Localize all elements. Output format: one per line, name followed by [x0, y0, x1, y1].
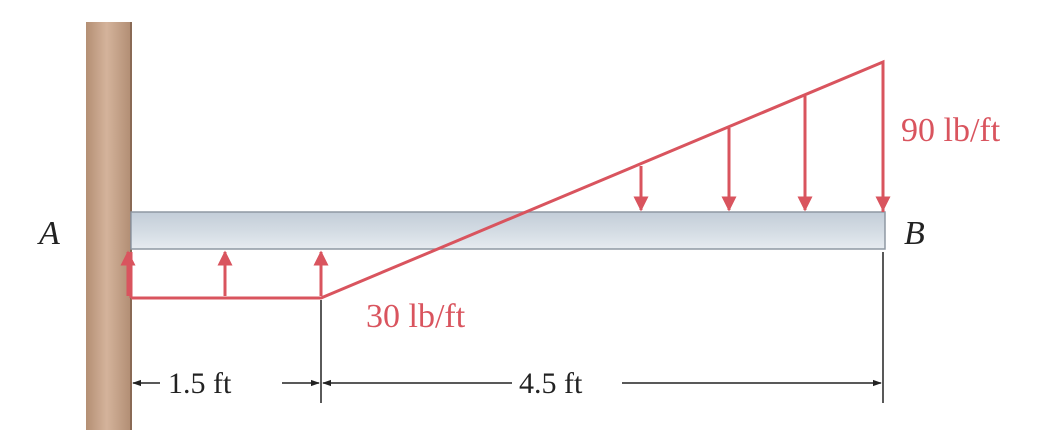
load-label-right: 90 lb/ft — [901, 112, 1001, 149]
load-outline — [131, 59, 885, 300]
fixed-support-wall — [86, 22, 132, 430]
load-label-left: 30 lb/ft — [366, 298, 466, 335]
upward-load-arrows — [120, 250, 329, 296]
downward-load-arrows — [633, 64, 891, 212]
dimension-label-left: 1.5 ft — [168, 367, 232, 400]
beam — [130, 211, 886, 250]
point-label-a: A — [37, 215, 60, 252]
point-label-b: B — [904, 215, 925, 252]
dimension-label-right: 4.5 ft — [519, 367, 583, 400]
